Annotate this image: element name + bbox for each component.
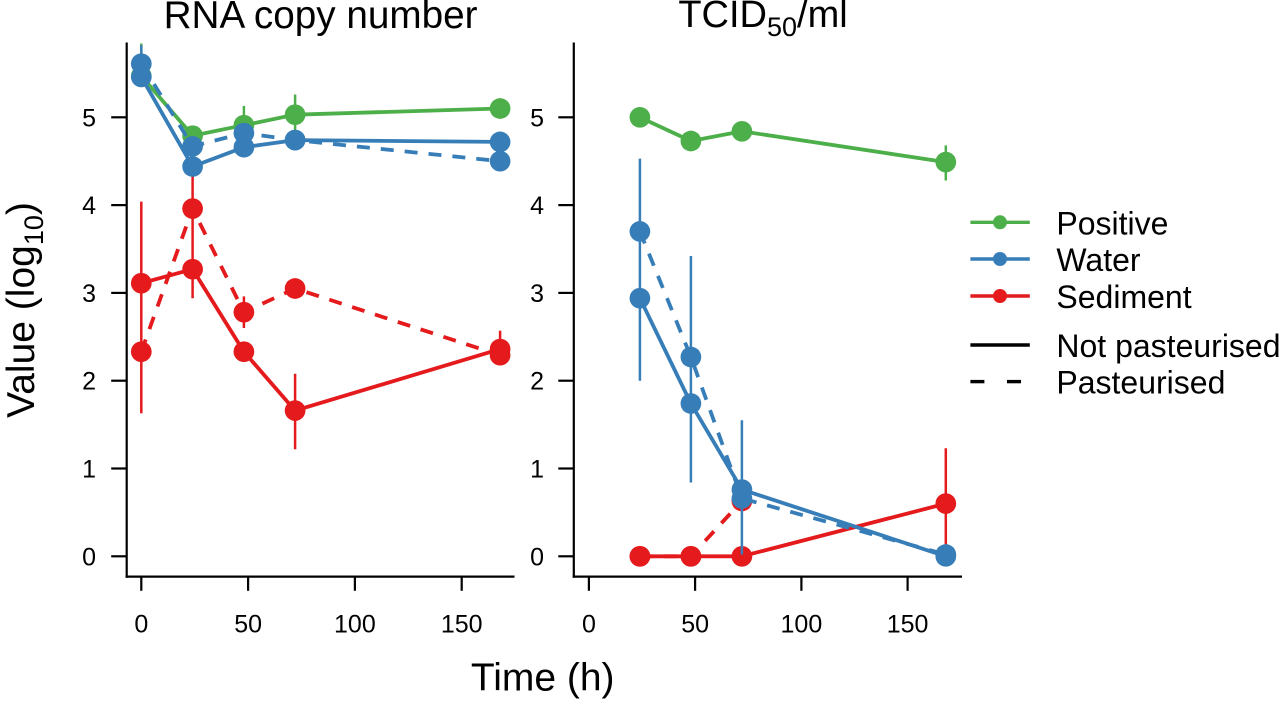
svg-text:Positive: Positive [1056, 205, 1168, 241]
svg-text:150: 150 [441, 611, 483, 639]
svg-text:TCID50/ml: TCID50/ml [678, 0, 847, 42]
svg-text:5: 5 [530, 104, 544, 132]
svg-text:RNA copy number: RNA copy number [164, 0, 478, 37]
svg-text:5: 5 [82, 104, 96, 132]
svg-text:3: 3 [530, 280, 544, 308]
svg-text:Pasteurised: Pasteurised [1056, 365, 1225, 401]
svg-text:Water: Water [1056, 242, 1141, 278]
svg-text:2: 2 [530, 368, 544, 396]
svg-text:150: 150 [887, 611, 929, 639]
svg-text:2: 2 [82, 368, 96, 396]
svg-text:Not pasteurised: Not pasteurised [1056, 328, 1280, 364]
svg-text:1: 1 [82, 456, 96, 484]
svg-text:100: 100 [781, 611, 823, 639]
svg-text:Time (h): Time (h) [471, 657, 615, 700]
svg-text:0: 0 [530, 543, 544, 571]
svg-text:100: 100 [334, 611, 376, 639]
svg-text:50: 50 [234, 611, 262, 639]
svg-text:0: 0 [582, 611, 596, 639]
svg-text:0: 0 [134, 611, 148, 639]
svg-text:Sediment: Sediment [1056, 279, 1191, 315]
svg-text:1: 1 [530, 456, 544, 484]
svg-text:3: 3 [82, 280, 96, 308]
svg-text:0: 0 [82, 543, 96, 571]
svg-text:4: 4 [530, 192, 544, 220]
svg-text:4: 4 [82, 192, 96, 220]
svg-text:50: 50 [681, 611, 709, 639]
